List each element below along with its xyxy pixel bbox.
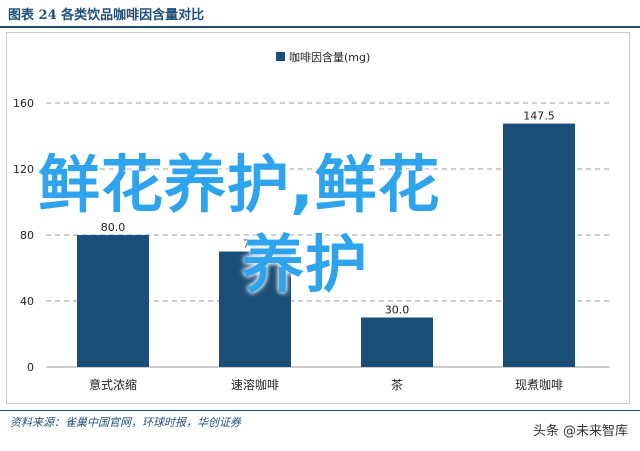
- x-tick-label: 速溶咖啡: [231, 377, 279, 392]
- source-note: 资料来源：雀巢中国官网，环球时报，华创证券: [10, 416, 241, 429]
- footer-divider: [0, 410, 640, 411]
- y-tick-label: 80: [20, 229, 34, 242]
- report-header: 图表 24 各类饮品咖啡因含量对比: [0, 0, 640, 26]
- credit-watermark: 头条 @未来智库: [532, 424, 628, 439]
- bar: [361, 317, 433, 367]
- legend-label: 咖啡因含量(mg): [289, 50, 370, 64]
- data-label: 80.0: [101, 221, 126, 234]
- x-tick-label: 茶: [391, 377, 403, 392]
- y-tick-label: 160: [13, 97, 34, 110]
- header-divider: [0, 26, 640, 28]
- data-label: 30.0: [385, 304, 410, 317]
- bar: [77, 235, 149, 367]
- overlay-watermark-line-1: 鲜花养护,鲜花: [38, 148, 441, 221]
- bar: [503, 123, 575, 367]
- y-tick-label: 40: [20, 295, 34, 308]
- data-label: 70.0: [243, 238, 268, 251]
- x-tick-label: 现煮咖啡: [515, 377, 563, 392]
- y-tick-label: 120: [13, 163, 34, 176]
- figure-title: 图表 24 各类饮品咖啡因含量对比: [8, 7, 205, 23]
- legend-swatch: [276, 52, 285, 61]
- y-tick-label: 0: [27, 361, 34, 374]
- overlay-watermark-line-2: 养护: [242, 228, 369, 301]
- data-label: 147.5: [523, 110, 555, 123]
- x-tick-label: 意式浓缩: [89, 377, 137, 392]
- bar: [219, 251, 291, 367]
